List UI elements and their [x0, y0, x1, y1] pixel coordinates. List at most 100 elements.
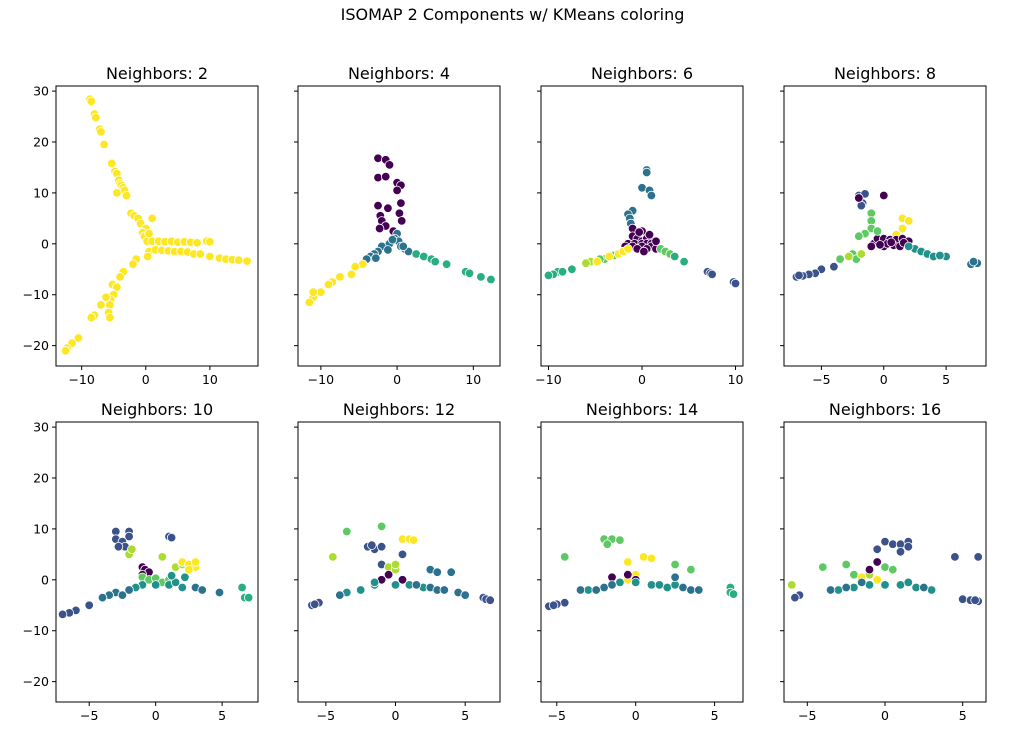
scatter-point: [398, 241, 408, 252]
scatter-point: [670, 251, 680, 262]
axes-frame: [55, 421, 259, 703]
axes-frame: [783, 421, 987, 703]
scatter-point: [397, 575, 408, 585]
subplot-title: Neighbors: 10: [101, 400, 213, 419]
x-tick-label: 5: [218, 708, 226, 723]
scatter-point: [866, 241, 877, 252]
subplot-7: Neighbors: 14 −5 0 5: [537, 400, 744, 723]
scatter-point: [903, 577, 914, 588]
scatter-point: [970, 595, 980, 605]
scatter-point: [117, 590, 128, 600]
scatter-point: [903, 542, 914, 552]
scatter-point: [60, 346, 71, 356]
x-tick-label: 0: [638, 372, 646, 387]
x-tick-label: −10: [308, 372, 334, 387]
scatter-point: [441, 259, 452, 269]
scatter-point: [694, 585, 704, 595]
x-tick-label: 0: [152, 708, 160, 723]
scatter-point: [583, 585, 594, 595]
subplot-title: Neighbors: 12: [343, 400, 455, 419]
scatter-point: [879, 190, 889, 201]
scatter-point: [237, 582, 247, 593]
subplot-title: Neighbors: 6: [591, 64, 693, 83]
scatter-point: [376, 542, 387, 552]
scatter-point: [794, 270, 804, 281]
scatter-point: [97, 592, 108, 603]
scatter-point: [144, 228, 154, 239]
scatter-point: [818, 562, 828, 572]
scatter-point: [880, 562, 890, 572]
scatter-point: [105, 312, 115, 323]
scatter-point: [634, 227, 644, 237]
scatter-point: [346, 269, 357, 280]
scatter-point: [872, 575, 882, 585]
scatter-point: [638, 552, 649, 562]
scatter-point: [875, 240, 885, 250]
x-tick-label: 5: [959, 708, 967, 723]
x-tick-label: 10: [202, 372, 218, 387]
scatter-point: [184, 564, 194, 575]
subplot-1: Neighbors: 2 −10 0 10 −20 −10 0 10 20 30: [23, 64, 259, 387]
scatter-point: [646, 190, 657, 201]
scatter-point: [142, 251, 153, 262]
subplot-4: Neighbors: 8 −5 0 5: [780, 64, 987, 387]
scatter-point: [381, 171, 391, 182]
scatter-point: [599, 582, 609, 593]
scatter-point: [214, 587, 225, 598]
scatter-point: [880, 536, 890, 547]
scatter-point: [121, 190, 132, 201]
scatter-point: [872, 557, 882, 567]
x-tick-label: 5: [711, 708, 719, 723]
scatter-point: [205, 251, 215, 262]
scatter-point: [644, 229, 655, 240]
scatter-point: [177, 582, 188, 593]
scatter-point: [242, 256, 252, 266]
scatter-point: [835, 254, 845, 264]
scatter-point: [101, 292, 111, 303]
scatter-point: [560, 552, 570, 562]
scatter-point: [387, 234, 398, 245]
scatter-point: [166, 571, 177, 581]
scatter-point: [790, 592, 800, 603]
scatter-point: [642, 167, 652, 178]
scatter-point: [234, 255, 244, 265]
scatter-point: [604, 251, 615, 262]
figure-title: ISOMAP 2 Components w/ KMeans coloring: [340, 5, 685, 24]
scatter-point: [548, 600, 559, 611]
scatter-point: [367, 540, 377, 550]
scatter-point: [888, 564, 898, 575]
scatter-point: [880, 580, 890, 590]
scatter-point: [328, 552, 338, 562]
scatter-point: [439, 585, 450, 595]
scatter-point: [646, 580, 657, 590]
scatter-point: [560, 598, 570, 608]
scatter-point: [157, 552, 168, 562]
scatter-point: [670, 559, 680, 570]
subplot-3: Neighbors: 6 −10 0 10: [535, 64, 743, 387]
scatter-point: [383, 245, 393, 255]
scatter-point: [670, 572, 680, 583]
scatter-point: [392, 185, 402, 196]
scatter-point: [86, 96, 97, 107]
scatter-point: [973, 552, 983, 562]
scatter-point: [374, 223, 385, 234]
scatter-point: [373, 153, 383, 164]
scatter-point: [833, 585, 844, 595]
scatter-point: [384, 160, 395, 170]
scatter-point: [623, 557, 633, 567]
scatter-point: [390, 580, 401, 590]
scatter-point: [308, 287, 318, 297]
scatter-point: [432, 567, 443, 577]
axes-frame: [540, 85, 744, 367]
scatter-point: [926, 585, 937, 595]
scatter-point: [872, 226, 883, 236]
x-tick-label: 5: [461, 708, 469, 723]
subplot-title: Neighbors: 14: [586, 400, 698, 419]
scatter-point: [895, 580, 906, 590]
scatter-point: [662, 582, 673, 593]
subplot-5: Neighbors: 10 −5 0 5 −20 −10 0 10 20 30: [23, 400, 259, 723]
scatter-point: [950, 552, 960, 562]
scatter-point: [602, 539, 613, 549]
scatter-point: [919, 582, 929, 593]
scatter-point: [654, 580, 665, 590]
